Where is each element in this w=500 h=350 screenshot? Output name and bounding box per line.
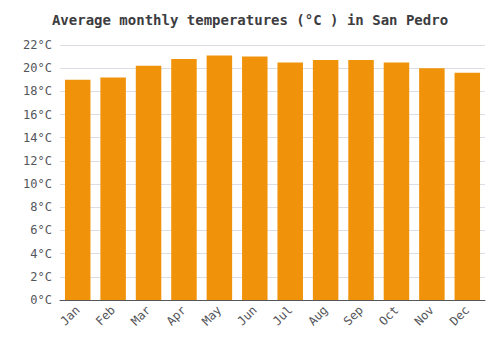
svg-text:Jul: Jul [270,303,295,328]
svg-text:Jun: Jun [235,303,260,328]
svg-text:0°C: 0°C [30,293,52,307]
svg-text:Apr: Apr [164,303,189,328]
svg-text:18°C: 18°C [23,84,52,98]
svg-text:Sep: Sep [341,303,366,328]
svg-text:Jan: Jan [57,303,82,328]
svg-text:2°C: 2°C [30,270,52,284]
svg-text:Feb: Feb [93,303,118,328]
svg-text:Mar: Mar [128,303,153,328]
svg-text:10°C: 10°C [23,177,52,191]
svg-text:6°C: 6°C [30,223,52,237]
svg-text:4°C: 4°C [30,247,52,261]
svg-text:14°C: 14°C [23,131,52,145]
svg-text:Nov: Nov [412,303,437,328]
svg-text:Average monthly temperatures (: Average monthly temperatures (°C ) in Sa… [52,12,448,28]
svg-text:20°C: 20°C [23,61,52,75]
svg-text:8°C: 8°C [30,200,52,214]
svg-text:22°C: 22°C [23,38,52,52]
svg-text:May: May [199,303,224,328]
svg-text:16°C: 16°C [23,108,52,122]
svg-text:Aug: Aug [305,303,330,328]
svg-text:Oct: Oct [376,303,401,328]
svg-text:Dec: Dec [447,303,472,328]
svg-text:12°C: 12°C [23,154,52,168]
